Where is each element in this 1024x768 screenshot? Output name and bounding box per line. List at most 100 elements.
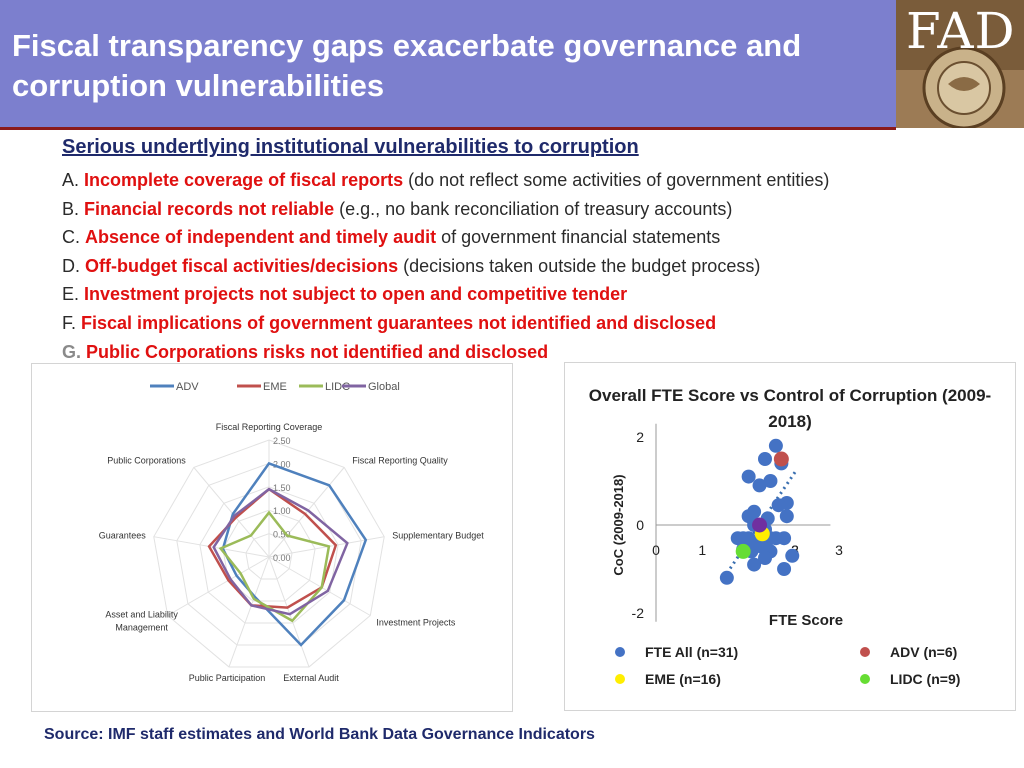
- data-point: [758, 452, 772, 466]
- legend-label: ADV: [176, 381, 199, 393]
- legend-label: LIDC (n=9): [890, 671, 960, 687]
- item-highlight: Public Corporations risks not identified…: [86, 341, 549, 362]
- axis-label: Asset and Liability: [105, 610, 178, 620]
- y-axis-label: CoC (2009-2018): [611, 474, 626, 575]
- list-item: A. Incomplete coverage of fiscal reports…: [62, 166, 962, 195]
- x-tick-label: 3: [835, 542, 843, 558]
- legend-label: EME: [263, 381, 287, 393]
- grid-ring: [153, 439, 385, 668]
- item-letter: B.: [62, 198, 80, 219]
- slide-header: Fiscal transparency gaps exacerbate gove…: [0, 0, 1024, 128]
- vulnerability-list: A. Incomplete coverage of fiscal reports…: [62, 166, 962, 366]
- data-point: [752, 517, 768, 533]
- data-point: [719, 570, 734, 585]
- chart-title: 2018): [768, 412, 811, 431]
- data-point: [752, 478, 767, 493]
- data-point: [730, 531, 745, 546]
- series-line: [221, 461, 368, 647]
- tick-label: 2.50: [273, 436, 291, 446]
- data-point: [735, 543, 751, 559]
- item-highlight: Financial records not reliable: [84, 198, 335, 219]
- data-point: [758, 551, 772, 565]
- slide-title: Fiscal transparency gaps exacerbate gove…: [12, 28, 802, 103]
- list-item: G. Public Corporations risks not identif…: [62, 338, 962, 367]
- y-tick-label: -2: [632, 605, 645, 621]
- item-highlight: Investment projects not subject to open …: [84, 284, 628, 305]
- legend-marker: [860, 674, 870, 684]
- item-highlight: Off-budget fiscal activities/decisions: [85, 255, 399, 276]
- grid-spoke: [153, 536, 270, 558]
- grid-spoke: [193, 467, 270, 558]
- axis-label: Investment Projects: [376, 618, 456, 628]
- list-item: D. Off-budget fiscal activities/decision…: [62, 252, 962, 281]
- item-highlight: Absence of independent and timely audit: [85, 227, 437, 248]
- grid-spoke: [167, 556, 270, 616]
- section-subtitle: Serious undertlying institutional vulner…: [62, 136, 639, 158]
- data-point: [741, 509, 756, 524]
- axis-label: Fiscal Reporting Quality: [352, 455, 448, 465]
- item-letter: C.: [62, 227, 80, 248]
- imf-fad-logo: FAD: [896, 0, 1024, 128]
- grid-ring: [222, 509, 316, 602]
- x-tick-label: 1: [698, 542, 706, 558]
- radar-chart: ADV EME LIDC Global 0.00 0.50 1.00 1.50 2.00 2.50…: [99, 381, 485, 683]
- x-axis-label: FTE Score: [769, 612, 843, 629]
- chart-title: Overall FTE Score vs Control of Corrupti…: [589, 386, 991, 405]
- radar-chart-panel: ADV EME LIDC Global 0.00 0.50 1.00 1.50 2.00 2.50…: [31, 363, 513, 712]
- source-note: Source: IMF staff estimates and World Ba…: [44, 726, 595, 743]
- axis-label: Public Corporations: [107, 455, 186, 465]
- data-point: [777, 531, 792, 546]
- grid-spoke: [228, 556, 270, 668]
- tick-label: 0.50: [273, 530, 291, 540]
- tick-label: 1.50: [273, 483, 291, 493]
- data-point: [763, 474, 778, 488]
- axis-label: Fiscal Reporting Coverage: [216, 422, 323, 432]
- data-point: [777, 562, 792, 576]
- legend-label: Global: [368, 381, 400, 393]
- item-detail: (decisions taken outside the budget proc…: [403, 255, 761, 276]
- grid-spoke: [268, 556, 371, 616]
- list-item: E. Investment projects not subject to op…: [62, 280, 962, 309]
- item-letter: A.: [62, 170, 80, 190]
- data-point: [741, 469, 756, 484]
- item-highlight: Incomplete coverage of fiscal reports: [84, 170, 404, 190]
- y-tick-label: 2: [636, 429, 644, 445]
- item-letter: F.: [62, 312, 77, 333]
- grid-ring: [176, 462, 362, 646]
- item-detail: (do not reflect some activities of gover…: [408, 170, 830, 190]
- scatter-chart: Overall FTE Score vs Control of Corrupti…: [589, 386, 991, 687]
- tick-label: 2.00: [273, 459, 291, 469]
- item-detail: (e.g., no bank reconciliation of treasur…: [339, 198, 733, 219]
- header-divider: [0, 127, 896, 130]
- legend-marker: [615, 674, 625, 684]
- data-point: [755, 540, 770, 554]
- list-item: C. Absence of independent and timely aud…: [62, 223, 962, 252]
- item-letter: D.: [62, 255, 80, 276]
- data-point: [771, 498, 786, 513]
- data-point: [779, 509, 794, 524]
- axis-label: Management: [115, 623, 168, 633]
- grid-spoke: [268, 556, 310, 668]
- data-point: [747, 557, 762, 572]
- axis-label: Supplementary Budget: [392, 531, 484, 541]
- data-point: [768, 438, 783, 453]
- legend-marker: [615, 647, 625, 657]
- axis-label: Guarantees: [99, 531, 147, 541]
- item-highlight: Fiscal implications of government guaran…: [81, 312, 717, 333]
- logo-text: FAD: [906, 2, 1016, 60]
- legend-label: EME (n=16): [645, 671, 721, 687]
- axis-label: Public Participation: [189, 673, 266, 683]
- list-item: B. Financial records not reliable (e.g.,…: [62, 195, 962, 224]
- item-detail: of government financial statements: [441, 227, 721, 248]
- legend-label: FTE All (n=31): [645, 644, 738, 660]
- item-letter: E.: [62, 284, 80, 305]
- tick-label: 1.00: [273, 506, 291, 516]
- data-point: [785, 548, 800, 563]
- x-tick-label: 0: [652, 542, 660, 558]
- tick-label: 0.00: [273, 553, 291, 563]
- grid-spoke: [268, 467, 345, 558]
- grid-ring: [245, 533, 293, 580]
- legend-label: ADV (n=6): [890, 644, 957, 660]
- seal-icon: [896, 0, 1024, 128]
- axis-label: External Audit: [283, 673, 339, 683]
